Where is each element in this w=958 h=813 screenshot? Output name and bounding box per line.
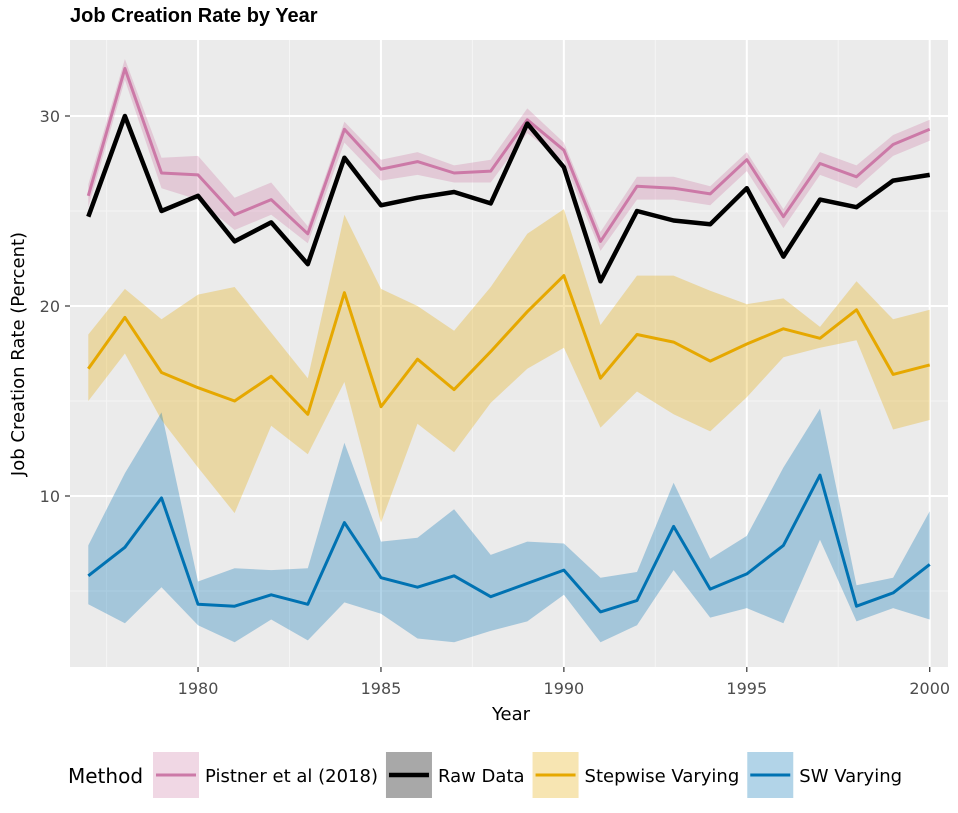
x-tick-label: 1990 xyxy=(544,679,585,698)
ribbon-stepwise-varying xyxy=(88,209,930,523)
legend-label: Stepwise Varying xyxy=(585,766,740,787)
y-axis: 10 20 30 xyxy=(40,107,70,506)
x-tick-label: 2000 xyxy=(909,679,950,698)
x-axis: 1980 1985 1990 1995 2000 xyxy=(178,667,950,698)
line-sw-varying xyxy=(87,473,931,614)
x-tick-label: 1985 xyxy=(361,679,402,698)
line-raw-data xyxy=(86,113,931,284)
line-stepwise-varying xyxy=(87,274,931,416)
legend-item-pistner-et-al-2018: Pistner et al (2018) xyxy=(153,752,378,798)
grid-major xyxy=(70,40,948,667)
ribbon-pistner-et-al-2018 xyxy=(88,59,930,251)
series-lines xyxy=(86,67,931,614)
legend-items: Pistner et al (2018) Raw Data Stepwise Var… xyxy=(153,752,902,798)
x-tick-label: 1995 xyxy=(726,679,767,698)
legend-item-raw-data: Raw Data xyxy=(385,752,525,798)
legend-label: Raw Data xyxy=(438,766,525,787)
y-tick-label: 30 xyxy=(40,107,60,126)
legend-item-sw-varying: SW Varying xyxy=(747,752,902,798)
line-pistner-et-al-2018 xyxy=(86,67,931,243)
legend: Method Pistner et al (2018) Raw Data Stepw… xyxy=(68,752,902,798)
x-axis-title: Year xyxy=(491,704,531,725)
y-axis-title: Job Creation Rate (Percent) xyxy=(8,232,29,477)
legend-title: Method xyxy=(68,764,143,788)
legend-item-stepwise-varying: Stepwise Varying xyxy=(532,752,740,798)
y-tick-label: 20 xyxy=(40,297,60,316)
y-tick-label: 10 xyxy=(40,487,60,506)
legend-label: Pistner et al (2018) xyxy=(205,766,378,787)
x-tick-label: 1980 xyxy=(178,679,219,698)
chart-title: Job Creation Rate by Year xyxy=(70,5,318,27)
legend-label: SW Varying xyxy=(799,766,902,787)
